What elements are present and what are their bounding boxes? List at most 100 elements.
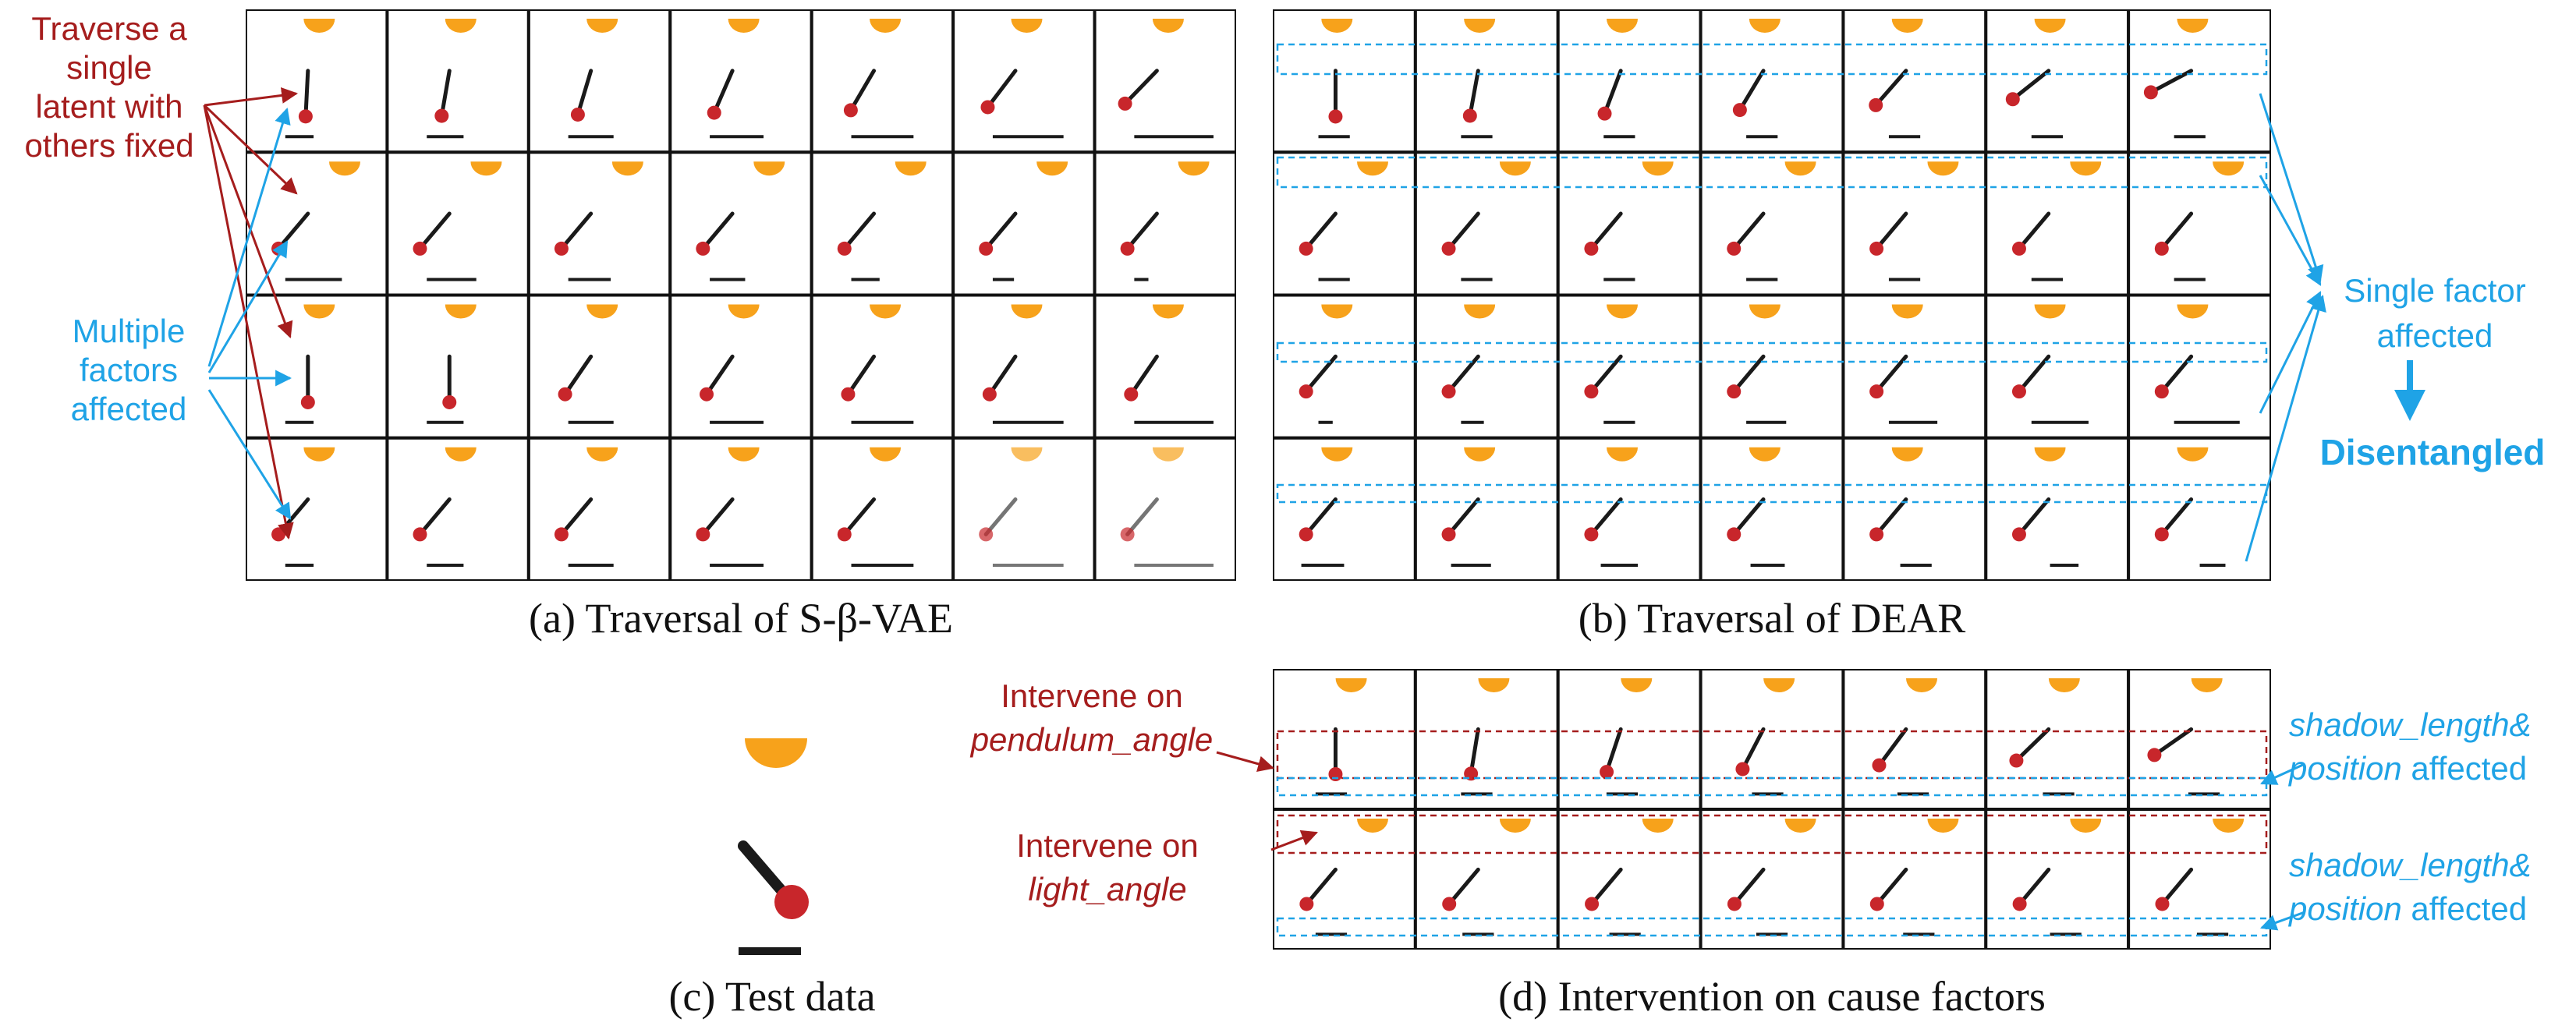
pendulum-stick [1447,211,1480,251]
pendulum-ball [554,241,569,256]
pendulum-ball [700,387,714,402]
pendulum-stick [2018,867,2051,906]
sun-icon [1011,19,1043,33]
grid-cell [1273,669,1417,811]
pendulum-ball [774,885,809,919]
pendulum-ball [2154,527,2169,542]
sun-icon [2034,19,2066,33]
cell-frame [2127,808,2271,950]
sun-icon [2034,447,2066,462]
intervene-pendulum-line-2: pendulum_angle [970,721,1214,758]
grid-cell [2127,9,2271,154]
sun-icon [1321,304,1353,319]
pendulum-ball [1328,767,1343,781]
pendulum-ball [1299,384,1313,399]
traverse-line-1: Traverse a [31,10,187,47]
grid-cell [1984,669,2131,811]
shadow-affected-1-line-2: position affected [2289,749,2576,788]
panel-a-grid [246,9,1236,581]
pendulum-stick [417,211,452,251]
shadow-affected-2-position: position [2289,890,2402,927]
sun-icon [870,19,902,33]
single-factor-line-1: Single factor [2344,272,2526,309]
cell-frame [951,150,1097,297]
grid-cell [1984,808,2131,950]
grid-cell [1556,669,1703,811]
grid-cell [1413,9,1560,154]
pendulum-stick [2011,69,2051,101]
pendulum-stick [842,497,877,536]
pendulum-stick [1589,354,1623,394]
dashed-highlight-box [1276,777,2268,797]
pendulum-stick [1129,354,1159,397]
sun-icon [1357,161,1388,176]
cell-frame [2127,669,2271,811]
cell-frame [668,150,813,297]
pendulum-ball [2155,897,2170,911]
shadow-bar [1603,420,1635,424]
sun-icon [728,304,760,319]
cell-frame [1556,150,1703,297]
pendulum-stick [2160,867,2194,906]
grid-cell [1556,436,1703,581]
pendulum-ball [442,394,457,409]
sun-icon [470,161,502,176]
sun-icon [586,304,618,319]
sun-icon [1642,819,1674,833]
pendulum-ball [843,103,858,118]
pendulum-ball [1441,384,1456,399]
shadow-bar [2199,564,2226,568]
sun-icon [1607,447,1638,462]
grid-cell [668,436,813,581]
grid-cell [1841,150,1988,297]
pendulum-stick [1589,497,1623,536]
grid-cell [385,150,530,297]
shadow-bar [1746,420,1787,424]
intervene-light-annotation: Intervene on light_angle [959,826,1256,909]
shadow-bar [710,278,746,281]
sun-icon [2070,161,2102,176]
grid-cell [1556,9,1703,154]
sun-icon [1464,447,1496,462]
grid-cell [951,9,1097,154]
sun-icon [1152,447,1184,462]
shadow-bar [1888,278,1921,281]
grid-cell [2127,293,2271,440]
shadow-bar [1609,932,1641,936]
shadow-bar [1318,278,1350,281]
sun-icon [1784,161,1816,176]
shadow-bar [992,564,1064,568]
grid-cell [1699,436,1845,581]
grid-cell [1841,436,1988,581]
pendulum-ball [1441,241,1456,256]
cell-frame [1841,436,1988,581]
grid-cell [1841,808,1988,950]
grid-cell [2127,150,2271,297]
caption-a: (a) Traversal of S-β-VAE [529,595,953,642]
pendulum-ball [434,108,449,123]
shadow-bar [2031,420,2089,424]
pendulum-ball [271,527,286,542]
grid-cell [1841,9,1988,154]
shadow-bar [1903,932,1935,936]
intervene-pendulum-line-1: Intervene on [1001,678,1183,714]
shadow-bar [2031,278,2064,281]
pendulum-ball [982,387,997,402]
sun-icon [728,447,760,462]
shadow-bar [1888,135,1921,139]
grid-cell [810,293,955,440]
shadow-bar [285,420,314,424]
cell-frame [1273,150,1417,297]
pendulum-stick [1875,867,1908,906]
pendulum-ball [1869,241,1884,256]
cell-frame [810,150,955,297]
pendulum-ball [298,109,313,124]
single-factor-annotation: Single factor affected [2302,271,2567,356]
sun-icon [1464,19,1496,33]
multiple-line-1: Multiple [72,313,186,349]
sun-icon [1642,161,1674,176]
pendulum-ball [1869,527,1884,542]
pendulum-ball [707,105,721,120]
shadow-bar [1461,792,1493,796]
sun-icon [1607,304,1638,319]
